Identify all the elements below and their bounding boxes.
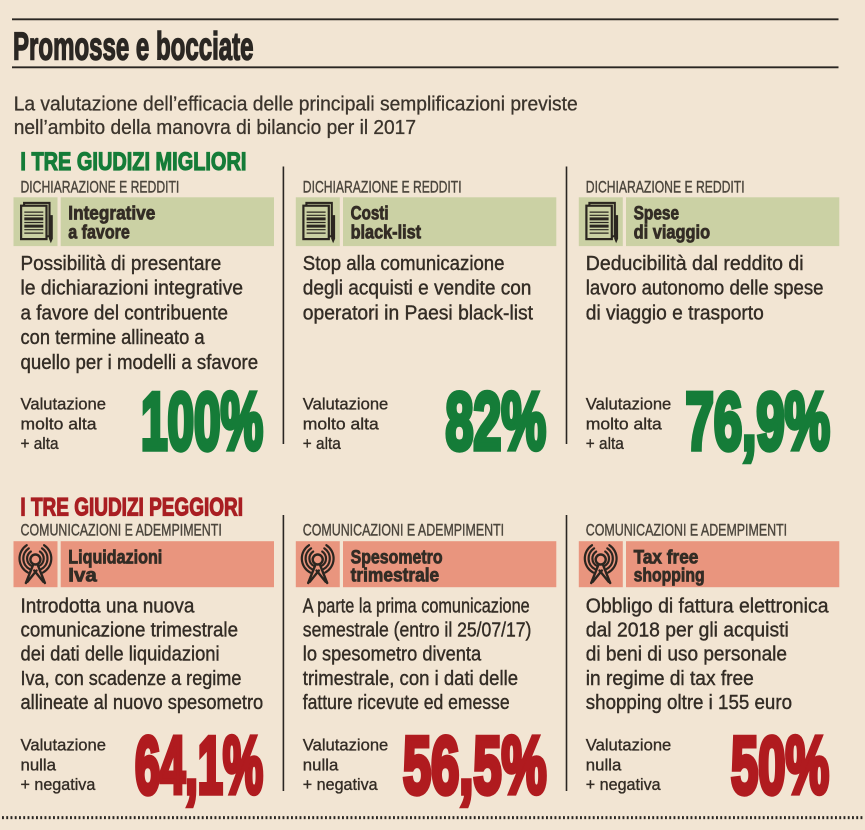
svg-text:quello per i modelli a sfavore: quello per i modelli a sfavore: [21, 352, 259, 374]
svg-text:Valutazione: Valutazione: [303, 395, 389, 414]
svg-text:lavoro autonomo delle spese: lavoro autonomo delle spese: [586, 278, 824, 300]
svg-text:50%: 50%: [731, 721, 829, 811]
svg-text:Possibilità di presentare: Possibilità di presentare: [21, 253, 222, 275]
svg-text:+ alta: + alta: [303, 434, 341, 453]
svg-text:+ alta: + alta: [21, 434, 59, 453]
svg-text:+ negativa: + negativa: [586, 775, 661, 794]
svg-text:100%: 100%: [141, 377, 263, 467]
svg-text:82%: 82%: [446, 377, 547, 467]
svg-text:76,9%: 76,9%: [686, 377, 831, 467]
svg-text:Introdotta una nuova: Introdotta una nuova: [21, 595, 196, 617]
svg-text:COMUNICAZIONI E ADEMPIMENTI: COMUNICAZIONI E ADEMPIMENTI: [303, 521, 504, 540]
svg-text:nulla: nulla: [303, 755, 339, 774]
svg-text:Spesometro: Spesometro: [351, 548, 443, 569]
svg-text:I TRE GIUDIZI MIGLIORI: I TRE GIUDIZI MIGLIORI: [20, 148, 246, 176]
svg-text:La valutazione dell’efficacia: La valutazione dell’efficacia delle prin…: [14, 93, 578, 115]
svg-text:degli acquisti e vendite con: degli acquisti e vendite con: [303, 278, 532, 300]
svg-text:Valutazione: Valutazione: [586, 395, 672, 414]
svg-text:black-list: black-list: [351, 222, 422, 243]
svg-text:nell’ambito della manovra di b: nell’ambito della manovra di bilancio pe…: [14, 117, 416, 139]
svg-text:molto alta: molto alta: [586, 414, 663, 433]
svg-text:operatori in Paesi black-list: operatori in Paesi black-list: [303, 302, 534, 324]
svg-text:Liquidazioni: Liquidazioni: [68, 548, 162, 569]
svg-text:Valutazione: Valutazione: [303, 736, 389, 755]
svg-text:shopping: shopping: [634, 566, 705, 587]
svg-text:fatture ricevute ed emesse: fatture ricevute ed emesse: [303, 692, 510, 714]
svg-text:Promosse e bocciate: Promosse e bocciate: [13, 26, 253, 69]
svg-text:Iva, con scadenze a regime: Iva, con scadenze a regime: [21, 668, 242, 690]
svg-text:Valutazione: Valutazione: [21, 736, 107, 755]
svg-text:+ alta: + alta: [586, 434, 624, 453]
svg-text:comunicazione trimestrale: comunicazione trimestrale: [21, 620, 239, 642]
svg-text:semestrale (entro il 25/07/17): semestrale (entro il 25/07/17): [303, 620, 532, 642]
svg-text:Valutazione: Valutazione: [586, 736, 672, 755]
svg-text:Costi: Costi: [351, 204, 389, 225]
svg-text:di beni di uso personale: di beni di uso personale: [586, 644, 787, 666]
svg-text:COMUNICAZIONI E ADEMPIMENTI: COMUNICAZIONI E ADEMPIMENTI: [586, 521, 787, 540]
svg-text:di viaggio: di viaggio: [634, 222, 711, 243]
svg-text:molto alta: molto alta: [21, 414, 98, 433]
svg-text:nulla: nulla: [21, 755, 57, 774]
svg-text:Spese: Spese: [634, 204, 680, 225]
svg-text:DICHIARAZIONE E REDDITI: DICHIARAZIONE E REDDITI: [303, 178, 462, 197]
svg-text:I TRE GIUDIZI PEGGIORI: I TRE GIUDIZI PEGGIORI: [20, 493, 243, 521]
svg-text:trimestrale: trimestrale: [351, 566, 440, 587]
svg-text:DICHIARAZIONE E REDDITI: DICHIARAZIONE E REDDITI: [21, 178, 180, 197]
svg-text:le dichiarazioni integrative: le dichiarazioni integrative: [21, 278, 244, 300]
svg-text:in regime di tax free: in regime di tax free: [586, 668, 754, 690]
svg-text:con termine allineato a: con termine allineato a: [21, 327, 206, 349]
svg-text:molto alta: molto alta: [303, 414, 380, 433]
svg-text:di viaggio e trasporto: di viaggio e trasporto: [586, 302, 764, 324]
svg-text:A parte la prima comunicazione: A parte la prima comunicazione: [303, 595, 530, 617]
svg-text:56,5%: 56,5%: [403, 721, 547, 811]
svg-text:a favore del contribuente: a favore del contribuente: [21, 302, 229, 324]
svg-text:Integrative: Integrative: [68, 204, 155, 225]
svg-text:lo spesometro diventa: lo spesometro diventa: [303, 644, 482, 666]
svg-text:trimestrale, con i dati delle: trimestrale, con i dati delle: [303, 668, 518, 690]
svg-text:+ negativa: + negativa: [21, 775, 96, 794]
svg-text:nulla: nulla: [586, 755, 622, 774]
svg-text:a favore: a favore: [68, 222, 130, 243]
svg-text:Stop alla comunicazione: Stop alla comunicazione: [303, 253, 505, 275]
svg-text:Deducibilità dal reddito di: Deducibilità dal reddito di: [586, 253, 804, 275]
svg-text:dei dati delle liquidazioni: dei dati delle liquidazioni: [21, 644, 220, 666]
svg-text:allineate al nuovo spesometro: allineate al nuovo spesometro: [21, 692, 264, 714]
svg-text:64,1%: 64,1%: [135, 721, 263, 811]
svg-text:Tax free: Tax free: [634, 548, 699, 569]
svg-text:Valutazione: Valutazione: [21, 395, 107, 414]
svg-text:dal 2018 per gli acquisti: dal 2018 per gli acquisti: [586, 620, 789, 642]
svg-text:Obbligo di fattura elettronica: Obbligo di fattura elettronica: [586, 595, 830, 617]
svg-text:+ negativa: + negativa: [303, 775, 378, 794]
svg-text:Iva: Iva: [68, 566, 97, 587]
svg-text:COMUNICAZIONI E ADEMPIMENTI: COMUNICAZIONI E ADEMPIMENTI: [21, 521, 222, 540]
svg-text:shopping oltre i 155 euro: shopping oltre i 155 euro: [586, 692, 792, 714]
svg-text:DICHIARAZIONE E REDDITI: DICHIARAZIONE E REDDITI: [586, 178, 745, 197]
